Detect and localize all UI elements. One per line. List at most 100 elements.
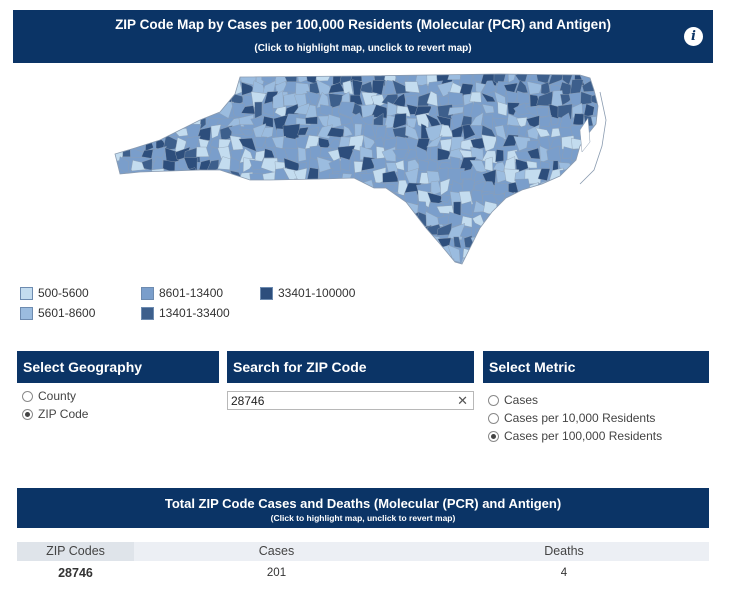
zip-region[interactable] [117,244,136,259]
zip-region[interactable] [110,72,120,86]
zip-region[interactable] [306,90,321,106]
zip-region[interactable] [482,255,498,268]
zip-region[interactable] [297,126,309,136]
zip-region[interactable] [416,246,431,263]
zip-region[interactable] [328,244,345,258]
zip-region[interactable] [481,223,498,237]
zip-region[interactable] [546,223,562,239]
zip-region[interactable] [536,201,554,213]
zip-region[interactable] [602,81,610,97]
zip-region[interactable] [568,257,585,268]
zip-region[interactable] [568,246,586,260]
zip-region[interactable] [210,124,222,139]
zip-region[interactable] [351,179,367,196]
zip-region[interactable] [228,233,243,249]
zip-region[interactable] [233,192,244,207]
zip-region[interactable] [195,245,212,258]
zip-region[interactable] [294,93,307,109]
zip-region[interactable] [140,211,157,227]
zip-region[interactable] [140,117,155,131]
zip-region[interactable] [110,256,122,268]
zip-region[interactable] [535,107,550,117]
zip-region[interactable] [514,79,529,94]
zip-region[interactable] [110,234,125,252]
zip-region[interactable] [403,224,420,239]
zip-region[interactable] [263,260,274,268]
zip-region[interactable] [548,72,564,86]
zip-region[interactable] [238,137,257,152]
zip-region[interactable] [497,101,508,116]
zip-region[interactable] [174,233,190,251]
zip-region[interactable] [141,80,158,96]
zip-region[interactable] [372,212,384,228]
zip-region[interactable] [531,206,541,216]
map-zip-regions[interactable] [110,72,610,268]
zip-region[interactable] [110,216,125,227]
zip-region[interactable] [121,102,135,117]
zip-region[interactable] [145,172,156,181]
zip-region[interactable] [593,79,607,94]
zip-region[interactable] [525,213,542,230]
zip-region[interactable] [119,80,136,97]
zip-region[interactable] [183,105,201,119]
zip-region[interactable] [518,204,532,218]
zip-region[interactable] [150,146,167,163]
zip-region[interactable] [595,235,605,252]
zip-region[interactable] [361,191,375,207]
zip-region[interactable] [187,200,199,218]
zip-region[interactable] [132,115,141,131]
zip-region[interactable] [250,214,266,229]
zip-region[interactable] [293,191,309,203]
zip-region[interactable] [593,126,608,140]
zip-region[interactable] [604,146,610,162]
zip-region[interactable] [110,101,123,118]
zip-region[interactable] [404,211,420,229]
zip-region[interactable] [262,234,279,249]
zip-region[interactable] [316,92,329,109]
zip-region[interactable] [163,248,179,262]
zip-region[interactable] [339,211,353,225]
zip-region[interactable] [548,194,562,206]
zip-region[interactable] [361,259,375,268]
zip-region[interactable] [216,178,233,192]
zip-region[interactable] [285,214,300,228]
zip-region[interactable] [130,258,145,268]
zip-region[interactable] [162,235,177,252]
zip-region[interactable] [243,238,253,249]
zip-region[interactable] [239,256,254,268]
zip-region[interactable] [131,235,147,248]
zip-region[interactable] [261,202,275,218]
zip-region[interactable] [154,101,167,116]
zip-region[interactable] [151,178,166,196]
zip-region[interactable] [207,178,222,193]
zip-region[interactable] [309,145,323,161]
zip-region[interactable] [590,169,606,184]
zip-region[interactable] [404,81,420,93]
zip-region[interactable] [140,258,156,268]
zip-region[interactable] [471,189,483,202]
zip-region[interactable] [429,249,441,259]
zip-region[interactable] [162,202,175,214]
zip-region[interactable] [220,73,232,85]
zip-region[interactable] [217,83,234,97]
zip-region[interactable] [373,233,386,251]
zip-region[interactable] [183,72,201,83]
zip-region[interactable] [209,82,223,96]
zip-region[interactable] [595,205,608,217]
zip-region[interactable] [198,72,213,85]
zip-region[interactable] [315,79,333,95]
zip-region[interactable] [506,113,521,127]
zip-region[interactable] [417,238,430,252]
zip-region[interactable] [184,92,202,108]
radio-cases-per-100k[interactable] [488,430,499,442]
zip-region[interactable] [162,212,176,230]
zip-region[interactable] [293,203,306,216]
zip-region[interactable] [559,181,573,195]
zip-region[interactable] [254,136,268,149]
zip-region[interactable] [349,212,362,230]
zip-region[interactable] [362,134,376,149]
zip-region[interactable] [155,212,168,228]
zip-region[interactable] [251,192,266,204]
zip-region[interactable] [166,114,175,131]
zip-region[interactable] [572,236,585,247]
